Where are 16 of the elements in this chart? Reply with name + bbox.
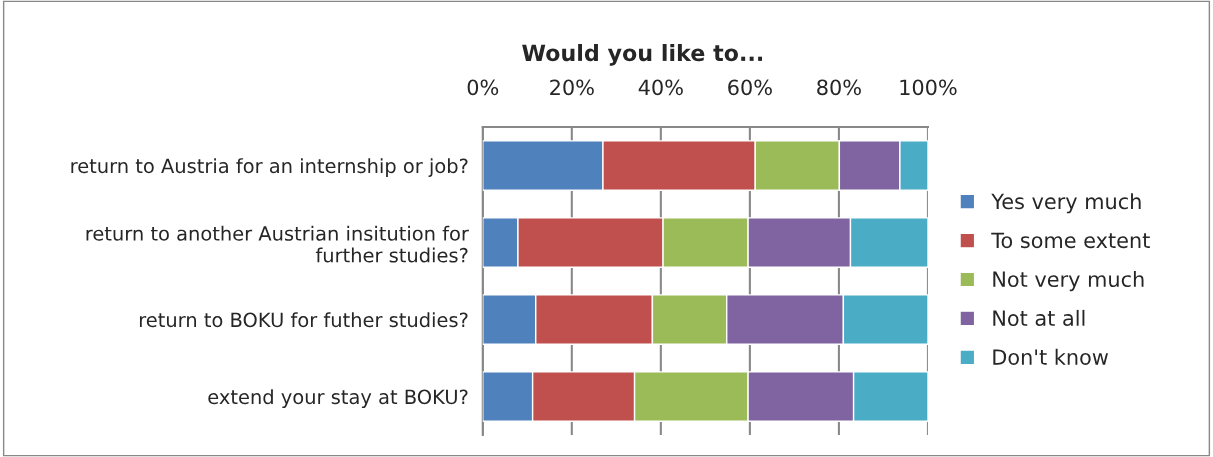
legend-label: Yes very much: [991, 193, 1141, 214]
x-tick-label: 0%: [467, 79, 499, 96]
y-tick-label: return to BOKU for futher studies?: [139, 312, 468, 328]
y-tick-label: return to Austria for an internship or job?: [71, 158, 468, 177]
y-tick-label: return to another Austrian insitution for further studies?: [86, 225, 469, 263]
legend-label: Not at all: [993, 309, 1085, 327]
x-tick-label: 80%: [817, 79, 861, 96]
y-tick-label: extend your stay at BOKU?: [208, 389, 468, 408]
legend-label: To some extent: [991, 232, 1150, 249]
x-tick-label: 20%: [550, 79, 594, 96]
x-tick-label: 100%: [900, 79, 957, 96]
legend-label: Not very much: [993, 270, 1144, 292]
x-tick-label: 60%: [728, 79, 772, 96]
chart-title: Would you like to...: [522, 44, 763, 66]
legend-label: Don't know: [993, 348, 1108, 365]
x-tick-label: 40%: [638, 79, 683, 96]
